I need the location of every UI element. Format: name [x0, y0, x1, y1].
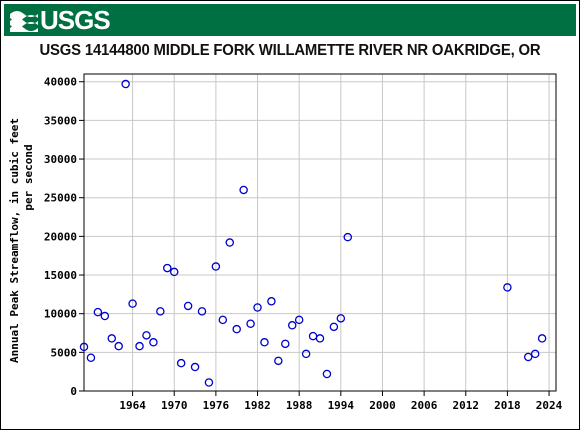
y-axis-label-line1: Annual Peak Streamflow, in cubic feet [8, 118, 21, 363]
y-tick-label: 25000 [44, 192, 77, 205]
y-tick-label: 0 [70, 385, 77, 398]
header-bar: USGS [4, 4, 576, 36]
x-tick-label: 1970 [161, 399, 188, 412]
data-point [93, 307, 103, 317]
y-tick-label: 15000 [44, 269, 77, 282]
data-point [169, 267, 179, 277]
data-points [79, 79, 547, 387]
data-point [107, 334, 117, 343]
grid-lines [84, 74, 556, 392]
y-tick-label: 5000 [51, 346, 78, 359]
data-point [329, 322, 339, 332]
data-point [176, 358, 186, 368]
data-point [336, 314, 346, 323]
x-tick-label: 1976 [203, 399, 230, 412]
data-point [308, 331, 318, 341]
x-tick-label: 2024 [536, 399, 563, 412]
data-point [503, 283, 512, 292]
data-point [523, 352, 533, 362]
x-tick-label: 1982 [244, 399, 271, 412]
data-point [86, 353, 96, 363]
x-tick-label: 2000 [369, 399, 396, 412]
usgs-wave-icon [10, 11, 38, 32]
data-point [190, 362, 200, 372]
data-point [232, 324, 241, 334]
data-point [260, 338, 269, 347]
axis-ticks: 0 5000 10000 15000 20000 25000 30000 35000 40000… [44, 76, 563, 412]
data-point [530, 349, 540, 359]
y-tick-label: 10000 [44, 308, 77, 321]
y-axis-label-line2: per second [22, 144, 35, 210]
chart-title: USGS 14144800 MIDDLE FORK WILLAMETTE RIV… [39, 42, 541, 59]
data-point [225, 238, 235, 247]
data-point [287, 321, 297, 330]
data-point [274, 356, 283, 366]
data-point [197, 307, 207, 316]
data-point [253, 303, 262, 312]
plot-border [83, 73, 557, 392]
logo-text: USGS [40, 5, 111, 35]
data-point [343, 232, 353, 242]
x-tick-label: 2018 [494, 399, 521, 412]
y-tick-label: 20000 [44, 230, 77, 243]
data-point [100, 311, 110, 321]
x-tick-label: 1994 [328, 399, 355, 412]
data-point [163, 263, 172, 273]
data-point [537, 334, 547, 343]
data-point [183, 301, 193, 311]
data-point [239, 185, 248, 195]
data-point [322, 369, 332, 379]
y-tick-label: 30000 [44, 153, 77, 166]
x-tick-label: 2012 [453, 399, 480, 412]
data-point [315, 334, 325, 343]
data-point [149, 338, 158, 347]
data-point [218, 315, 228, 325]
data-point [114, 341, 123, 351]
x-tick-label: 1988 [286, 399, 313, 412]
usgs-logo[interactable]: USGS [10, 5, 111, 35]
data-point [294, 315, 304, 325]
x-tick-label: 1964 [119, 399, 146, 412]
data-point [128, 299, 137, 308]
data-point [246, 319, 255, 328]
data-point [79, 342, 89, 352]
x-tick-label: 2006 [411, 399, 438, 412]
data-point [121, 79, 130, 89]
y-tick-label: 40000 [44, 76, 77, 89]
data-point [301, 349, 311, 359]
data-point [267, 297, 276, 306]
data-point [211, 262, 221, 271]
data-point [204, 378, 214, 387]
data-point [156, 307, 165, 316]
y-tick-label: 35000 [44, 114, 77, 127]
data-point [142, 331, 151, 340]
data-point [281, 339, 290, 349]
data-point [135, 341, 144, 351]
